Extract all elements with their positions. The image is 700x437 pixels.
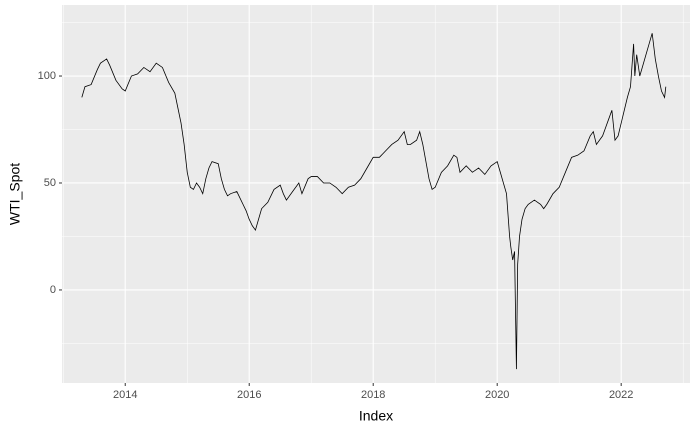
y-tick-label: 100 [38,70,56,82]
x-tick-label: 2018 [361,389,385,401]
x-tick-label: 2016 [237,389,261,401]
y-tick-label: 0 [50,284,56,296]
y-axis-title: WTI_Spot [7,163,23,225]
x-tick-label: 2022 [609,389,633,401]
y-tick-label: 50 [44,177,56,189]
data-line [81,33,667,370]
x-axis-title: Index [359,408,393,424]
x-tick-label: 2014 [113,389,137,401]
x-tick-label: 2020 [485,389,509,401]
panel [62,5,690,383]
